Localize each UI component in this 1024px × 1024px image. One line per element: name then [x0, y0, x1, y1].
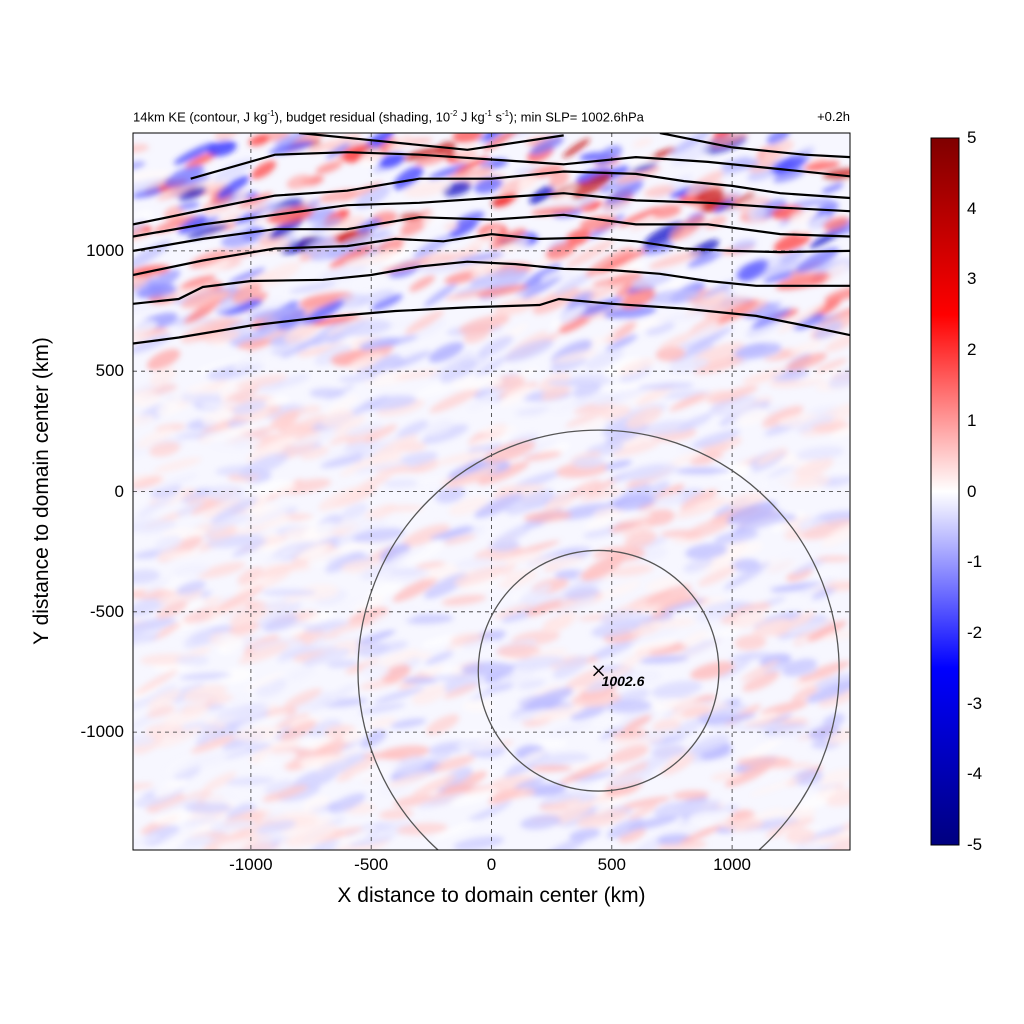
colorbar	[930, 137, 960, 846]
ke-contour-line	[659, 133, 850, 159]
ke-contour-line	[133, 192, 850, 238]
colorbar-tick-label: 0	[967, 481, 977, 501]
x-tick-label: 500	[597, 855, 626, 874]
x-tick-label: -1000	[229, 855, 273, 874]
y-tick-label: 0	[114, 481, 124, 501]
colorbar-tick-label: 1	[967, 410, 977, 430]
colorbar-tick-label: -2	[967, 622, 983, 642]
ke-contour-line	[133, 213, 850, 252]
colorbar-tick-label: -5	[967, 835, 983, 854]
ke-contour-line	[133, 232, 850, 277]
residual-shading	[133, 133, 850, 850]
ke-contours	[133, 133, 850, 345]
y-tick-label: 1000	[86, 240, 124, 260]
ke-contour-line	[190, 151, 850, 180]
forecast-time-label: +0.2h	[817, 109, 850, 124]
ke-contour-line	[133, 170, 850, 226]
y-tick-label: 500	[95, 361, 124, 381]
ke-contour-line	[133, 297, 850, 345]
x-tick-label: -500	[354, 855, 389, 874]
colorbar-tick-label: 3	[967, 269, 977, 289]
x-axis-label: X distance to domain center (km)	[337, 884, 646, 907]
storm-center-marker	[593, 665, 605, 677]
chart-title: 14km KE (contour, J kg-1), budget residu…	[133, 109, 644, 125]
colorbar-tick-label: -4	[967, 764, 983, 784]
plot-frame	[132, 132, 851, 851]
colorbar-tick-label: 2	[967, 340, 977, 360]
y-tick-label: -500	[89, 601, 124, 621]
colorbar-tick-label: 5	[967, 128, 977, 147]
ke-contour-line	[298, 133, 564, 151]
colorbar-tick-label: 4	[967, 198, 977, 218]
radius-circle	[477, 549, 720, 792]
y-tick-label: -1000	[80, 722, 124, 742]
min-slp-label: 1002.6	[602, 673, 645, 689]
ke-contour-line	[133, 260, 850, 305]
colorbar-tick-label: -1	[967, 552, 983, 572]
colorbar-tick-label: -3	[967, 693, 983, 713]
radius-circles	[357, 429, 840, 850]
x-tick-label: 1000	[713, 855, 752, 874]
x-tick-label: 0	[486, 855, 497, 874]
radius-circle	[357, 429, 840, 850]
y-axis-label: Y distance to domain center (km)	[30, 337, 53, 645]
